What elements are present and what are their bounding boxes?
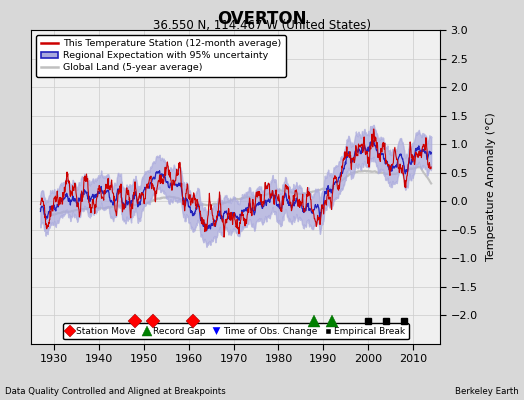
- Legend: Station Move, Record Gap, Time of Obs. Change, Empirical Break: Station Move, Record Gap, Time of Obs. C…: [63, 323, 409, 340]
- Text: Data Quality Controlled and Aligned at Breakpoints: Data Quality Controlled and Aligned at B…: [5, 387, 226, 396]
- Text: OVERTON: OVERTON: [217, 10, 307, 28]
- Y-axis label: Temperature Anomaly (°C): Temperature Anomaly (°C): [486, 113, 496, 261]
- Text: Berkeley Earth: Berkeley Earth: [455, 387, 519, 396]
- Text: 36.550 N, 114.467 W (United States): 36.550 N, 114.467 W (United States): [153, 19, 371, 32]
